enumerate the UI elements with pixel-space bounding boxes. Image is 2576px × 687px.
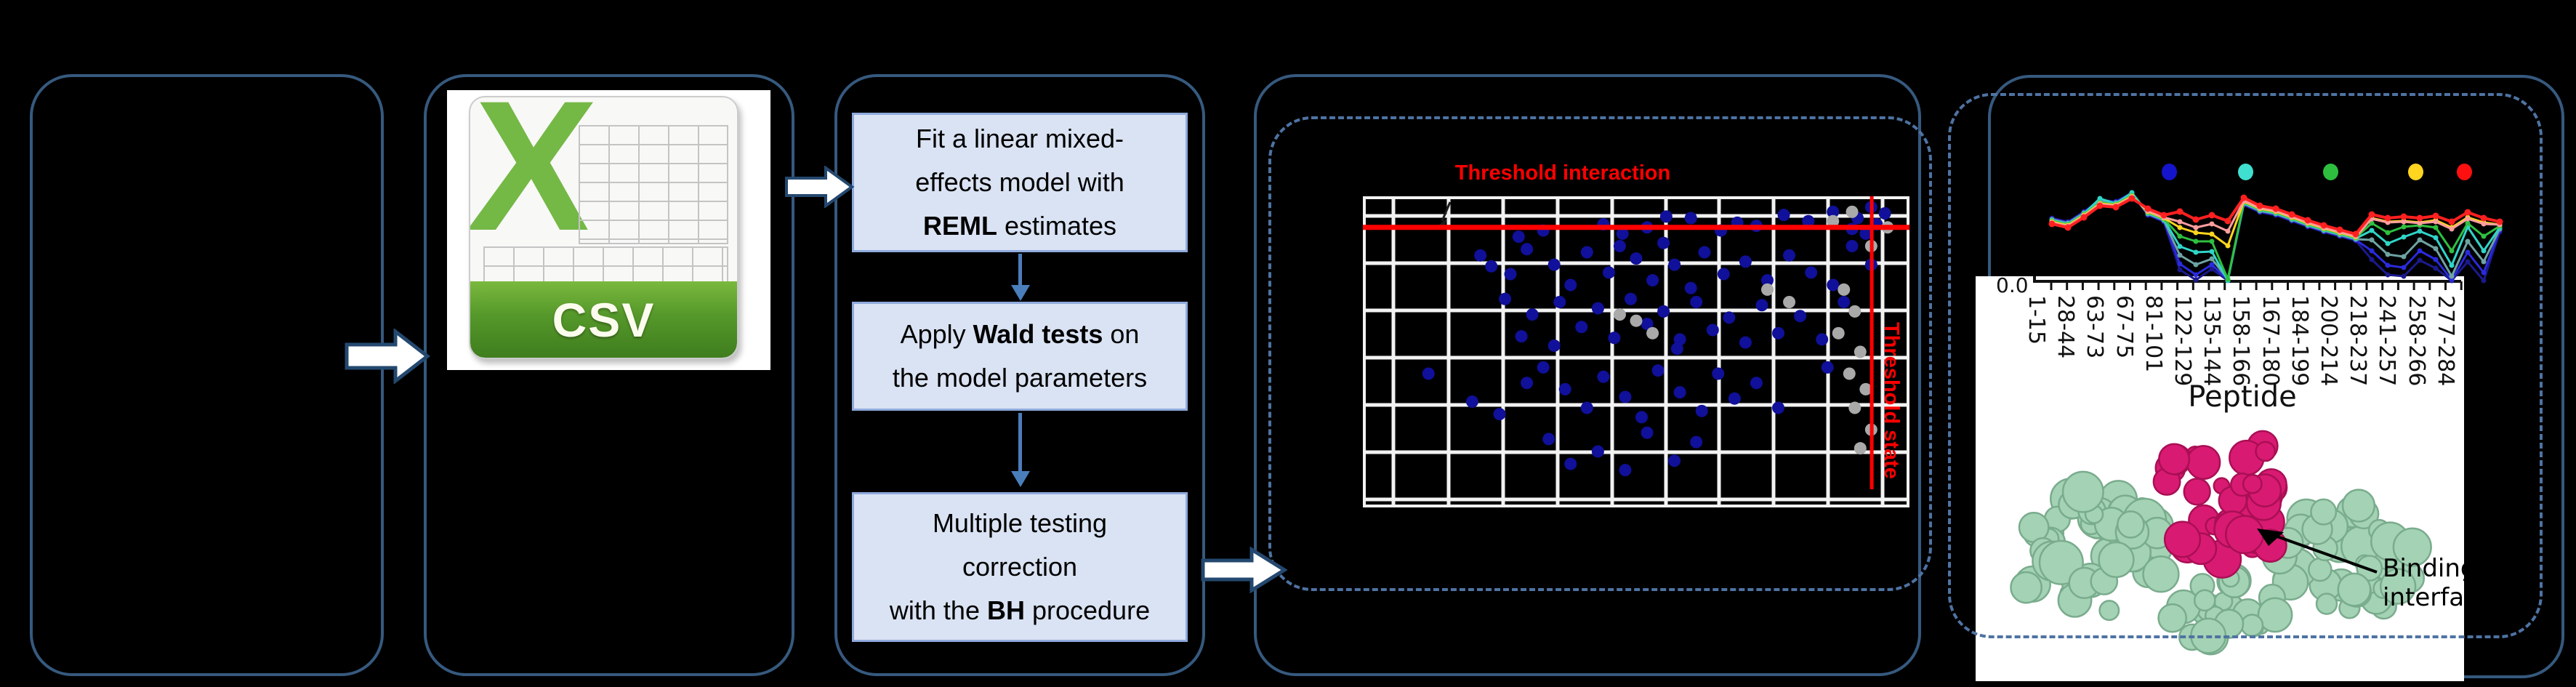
flow-connector-1 (1018, 254, 1022, 286)
arrow-csv-to-stats (785, 166, 855, 208)
legend-dot-2 (2323, 164, 2338, 180)
legend-dot-1 (2238, 164, 2253, 180)
flow-connector-2 (1018, 413, 1022, 473)
structure-image-area: 1-15 28-44 63-73 67-75 81-101 122-129 135-144 1… (1976, 276, 2464, 681)
legend-dot-3 (2408, 164, 2423, 180)
csv-label: CSV (552, 292, 656, 347)
peptide-profile-chart (2048, 190, 2503, 284)
csv-banner: CSV (470, 281, 737, 358)
legend-dot-4 (2457, 164, 2472, 180)
peptide-axis (2033, 276, 2463, 290)
flow-connector-2-arrowhead (1011, 471, 1030, 487)
flow-box-wald: Apply Wald tests on the model parameters (852, 302, 1188, 411)
panel-step1 (30, 74, 384, 676)
arrow-step1-to-csv (345, 329, 431, 384)
threshold-state-label: Threshold state (1880, 322, 1903, 479)
peptide-axis-title: Peptide (2188, 380, 2297, 414)
flow-box-bh: Multiple testing correction with the BH pr… (852, 492, 1188, 642)
y-axis-zero-tick: 0.0 (1996, 273, 2029, 297)
panel-step3-stats (834, 74, 1205, 676)
flow-box-reml: Fit a linear mixed-effects model with REM… (852, 113, 1188, 252)
csv-file-image: X CSV (447, 90, 770, 370)
panel-step2-csv (424, 74, 794, 676)
binding-label-line2: interface (2383, 583, 2464, 612)
binding-label-line1: Binding (2383, 554, 2464, 583)
arrow-stats-to-results (1201, 547, 1288, 593)
panel-step4-dashed-border (1268, 116, 1932, 591)
binding-interface-label: Binding interface (2383, 554, 2464, 612)
panel-step4-results (1254, 74, 1921, 676)
spreadsheet-grid-icon (579, 125, 728, 244)
interaction-scatter-plot (1363, 196, 1909, 507)
panel-step5-dashed-border (1948, 93, 2543, 638)
flow-connector-1-arrowhead (1011, 285, 1030, 301)
csv-sheet-icon: X CSV (469, 96, 738, 359)
scatter-title: Threshold interaction (1454, 161, 1671, 185)
legend-dot-0 (2162, 164, 2177, 180)
protein-surface-render (2010, 430, 2432, 656)
